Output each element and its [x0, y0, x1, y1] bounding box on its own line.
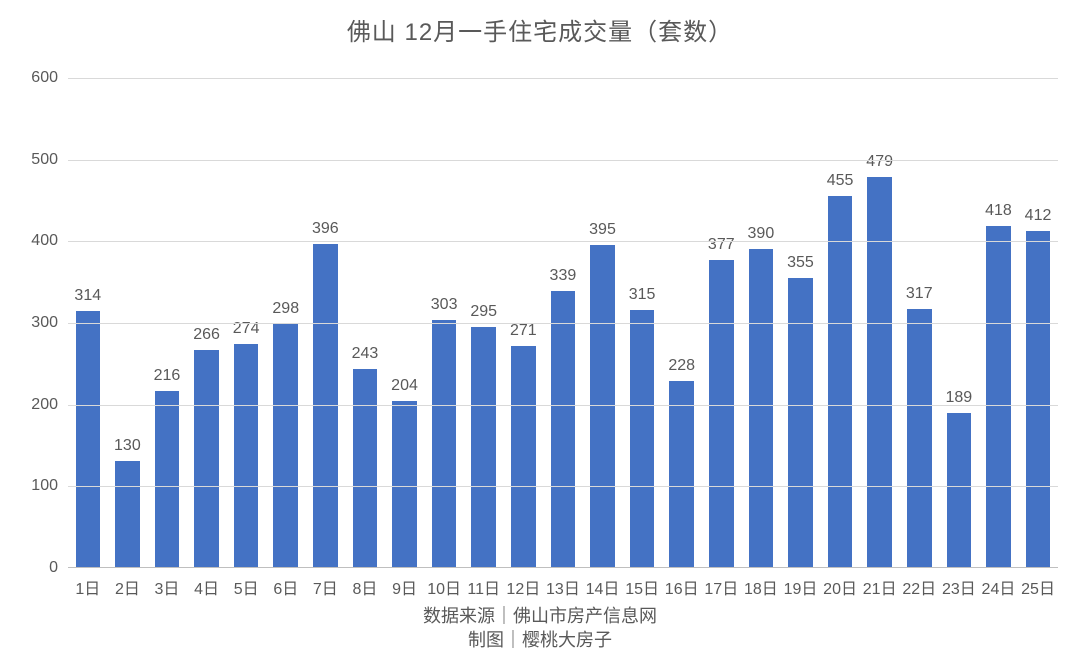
x-axis-label: 17日 [704, 567, 738, 599]
bar: 339 [551, 291, 576, 567]
x-axis-label: 25日 [1021, 567, 1055, 599]
bar-value-label: 271 [510, 322, 537, 346]
y-axis-label: 500 [31, 151, 68, 169]
x-axis-label: 11日 [467, 567, 500, 599]
bar-value-label: 189 [945, 389, 972, 413]
x-axis-label: 24日 [982, 567, 1016, 599]
y-axis-label: 0 [49, 559, 68, 577]
y-axis-label: 400 [31, 232, 68, 250]
bar: 216 [155, 391, 180, 567]
bar-value-label: 204 [391, 377, 418, 401]
bar-value-label: 266 [193, 326, 220, 350]
footer-source: 数据来源｜佛山市房产信息网 [0, 604, 1080, 629]
bar-value-label: 412 [1025, 207, 1052, 231]
bar: 130 [115, 461, 140, 567]
bar-value-label: 130 [114, 437, 141, 461]
bar-value-label: 298 [272, 300, 299, 324]
bar-value-label: 315 [629, 286, 656, 310]
bar: 377 [709, 260, 734, 567]
x-axis-label: 3日 [155, 567, 180, 599]
bar: 295 [471, 327, 496, 567]
bar-value-label: 243 [352, 345, 379, 369]
bar: 204 [392, 401, 417, 567]
chart-title: 佛山 12月一手住宅成交量（套数） [0, 12, 1080, 47]
x-axis-label: 12日 [506, 567, 540, 599]
x-axis-label: 6日 [273, 567, 298, 599]
bar: 298 [273, 324, 298, 567]
x-axis-label: 16日 [665, 567, 699, 599]
x-axis-label: 21日 [863, 567, 897, 599]
x-axis-label: 20日 [823, 567, 857, 599]
bar-value-label: 390 [748, 225, 775, 249]
x-axis-label: 1日 [75, 567, 100, 599]
bar-value-label: 216 [154, 367, 181, 391]
chart-container: 佛山 12月一手住宅成交量（套数） 3141日1302日2163日2664日27… [0, 0, 1080, 669]
gridline [68, 160, 1058, 161]
bar-value-label: 228 [668, 357, 695, 381]
bar: 418 [986, 226, 1011, 567]
bar-value-label: 418 [985, 202, 1012, 226]
bar: 412 [1026, 231, 1051, 567]
bar-value-label: 377 [708, 236, 735, 260]
x-axis-label: 13日 [546, 567, 580, 599]
bar: 189 [947, 413, 972, 567]
bar-value-label: 339 [550, 267, 577, 291]
bar: 274 [234, 344, 259, 567]
x-axis-label: 10日 [427, 567, 461, 599]
x-axis-label: 9日 [392, 567, 417, 599]
x-axis-label: 14日 [586, 567, 620, 599]
footer-credit: 制图｜樱桃大房子 [0, 628, 1080, 653]
gridline [68, 486, 1058, 487]
x-axis-label: 15日 [625, 567, 659, 599]
x-axis-label: 5日 [234, 567, 259, 599]
gridline [68, 78, 1058, 79]
x-axis-label: 7日 [313, 567, 338, 599]
bar: 266 [194, 350, 219, 567]
bar: 228 [669, 381, 694, 567]
bar-value-label: 317 [906, 285, 933, 309]
x-axis-label: 18日 [744, 567, 778, 599]
x-axis-label: 4日 [194, 567, 219, 599]
bar-value-label: 314 [74, 287, 101, 311]
x-axis-label: 19日 [784, 567, 818, 599]
bar-value-label: 303 [431, 296, 458, 320]
x-axis-label: 2日 [115, 567, 140, 599]
bar-value-label: 479 [866, 153, 893, 177]
bar: 317 [907, 309, 932, 567]
bar: 315 [630, 310, 655, 567]
gridline [68, 241, 1058, 242]
y-axis-label: 200 [31, 396, 68, 414]
bar: 243 [353, 369, 378, 567]
bar: 314 [76, 311, 101, 567]
bar: 390 [749, 249, 774, 567]
bar: 271 [511, 346, 536, 567]
bar-value-label: 355 [787, 254, 814, 278]
bar: 479 [867, 177, 892, 567]
plot-area: 3141日1302日2163日2664日2745日2986日3967日2438日… [68, 78, 1058, 568]
y-axis-label: 100 [31, 477, 68, 495]
x-axis-label: 22日 [902, 567, 936, 599]
y-axis-label: 300 [31, 314, 68, 332]
bar: 303 [432, 320, 457, 567]
gridline [68, 405, 1058, 406]
gridline [68, 323, 1058, 324]
bar: 395 [590, 245, 615, 567]
bar: 355 [788, 278, 813, 567]
bar-value-label: 455 [827, 172, 854, 196]
bar: 455 [828, 196, 853, 567]
x-axis-label: 23日 [942, 567, 976, 599]
x-axis-label: 8日 [353, 567, 378, 599]
y-axis-label: 600 [31, 69, 68, 87]
